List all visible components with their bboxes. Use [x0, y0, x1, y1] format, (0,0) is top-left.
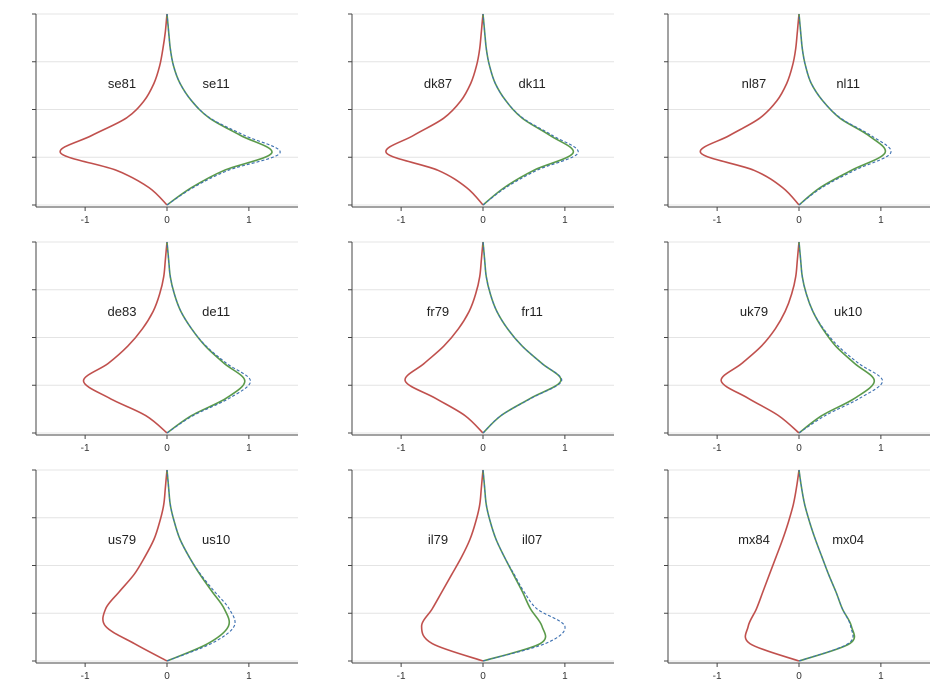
chart-panel-3: -1 0 1 nl87 nl11	[632, 0, 948, 228]
x-tick-label: -1	[397, 215, 406, 226]
chart-panel-9: -1 0 1 mx84 mx04	[632, 456, 948, 684]
x-tick-label: 1	[562, 443, 568, 454]
x-tick-label: 0	[480, 671, 486, 682]
right-series-label: mx04	[832, 532, 864, 547]
density-curve-right-dashed	[166, 13, 281, 206]
chart-panel-5: -1 0 1 fr79 fr11	[316, 228, 632, 456]
density-curve-right-dashed	[482, 13, 579, 206]
left-series-label: nl87	[742, 76, 767, 91]
chart-panel-1: -1 0 1 se81 se11	[0, 0, 316, 228]
density-curve-right-dashed	[482, 469, 566, 662]
density-curve-left-solid	[720, 241, 800, 434]
x-tick-label: -1	[713, 671, 722, 682]
density-curve-left-solid	[744, 469, 800, 662]
chart-panel-2: -1 0 1 dk87 dk11	[316, 0, 632, 228]
right-series-label: nl11	[836, 76, 860, 91]
x-tick-label: 1	[246, 671, 252, 682]
x-tick-label: 0	[480, 215, 486, 226]
left-series-label: il79	[428, 532, 448, 547]
density-curve-left-solid	[59, 13, 168, 206]
x-tick-label: -1	[397, 443, 406, 454]
left-series-label: mx84	[738, 532, 770, 547]
x-tick-label: 0	[164, 671, 170, 682]
x-tick-label: 1	[878, 443, 884, 454]
chart-panel-4: -1 0 1 de83 de11	[0, 228, 316, 456]
x-tick-label: 0	[164, 215, 170, 226]
x-tick-label: 1	[246, 443, 252, 454]
x-tick-label: 0	[796, 671, 802, 682]
chart-panel-6: -1 0 1 uk79 uk10	[632, 228, 948, 456]
density-curve-right-dashed	[166, 241, 252, 434]
density-curve-right-dashed	[482, 241, 563, 434]
chart-svg: -1 0 1 fr79 fr11	[348, 241, 614, 454]
left-series-label: fr79	[427, 304, 449, 319]
left-series-label: dk87	[424, 76, 452, 91]
density-curve-right-dashed	[798, 469, 854, 662]
density-curve-left-solid	[82, 241, 168, 434]
chart-svg: -1 0 1 de83 de11	[32, 241, 298, 454]
density-curve-left-solid	[385, 13, 484, 206]
chart-svg: -1 0 1 mx84 mx04	[664, 469, 930, 682]
x-tick-label: -1	[713, 443, 722, 454]
density-curve-left-solid	[102, 469, 168, 662]
right-series-label: uk10	[834, 304, 862, 319]
x-tick-label: 0	[796, 215, 802, 226]
x-tick-label: 1	[878, 215, 884, 226]
right-series-label: il07	[522, 532, 542, 547]
x-tick-label: -1	[713, 215, 722, 226]
x-tick-label: 0	[796, 443, 802, 454]
density-curve-left-solid	[404, 241, 484, 434]
x-tick-label: 0	[164, 443, 170, 454]
x-tick-label: -1	[81, 215, 90, 226]
density-curve-left-solid	[420, 469, 484, 662]
density-curve-right-dashed	[166, 469, 236, 662]
x-tick-label: -1	[81, 443, 90, 454]
density-curve-right-dashed	[798, 13, 892, 206]
right-series-label: dk11	[519, 76, 546, 91]
chart-svg: -1 0 1 nl87 nl11	[664, 13, 930, 226]
density-curve-right-solid	[166, 13, 273, 206]
x-tick-label: 1	[562, 671, 568, 682]
chart-svg: -1 0 1 se81 se11	[32, 13, 298, 226]
left-series-label: se81	[108, 76, 136, 91]
chart-svg: -1 0 1 il79 il07	[348, 469, 614, 682]
x-tick-label: -1	[81, 671, 90, 682]
chart-svg: -1 0 1 dk87 dk11	[348, 13, 614, 226]
left-series-label: uk79	[740, 304, 768, 319]
x-tick-label: -1	[397, 671, 406, 682]
right-series-label: fr11	[521, 304, 542, 319]
x-tick-label: 0	[480, 443, 486, 454]
right-series-label: de11	[202, 304, 230, 319]
chart-svg: -1 0 1 uk79 uk10	[664, 241, 930, 454]
x-tick-label: 1	[246, 215, 252, 226]
chart-svg: -1 0 1 us79 us10	[32, 469, 298, 682]
x-tick-label: 1	[878, 671, 884, 682]
right-series-label: us10	[202, 532, 230, 547]
density-curve-right-dashed	[798, 241, 884, 434]
left-series-label: de83	[108, 304, 137, 319]
density-curve-left-solid	[699, 13, 800, 206]
x-tick-label: 1	[562, 215, 568, 226]
left-series-label: us79	[108, 532, 136, 547]
right-series-label: se11	[203, 76, 230, 91]
chart-panel-8: -1 0 1 il79 il07	[316, 456, 632, 684]
chart-panel-7: -1 0 1 us79 us10	[0, 456, 316, 684]
